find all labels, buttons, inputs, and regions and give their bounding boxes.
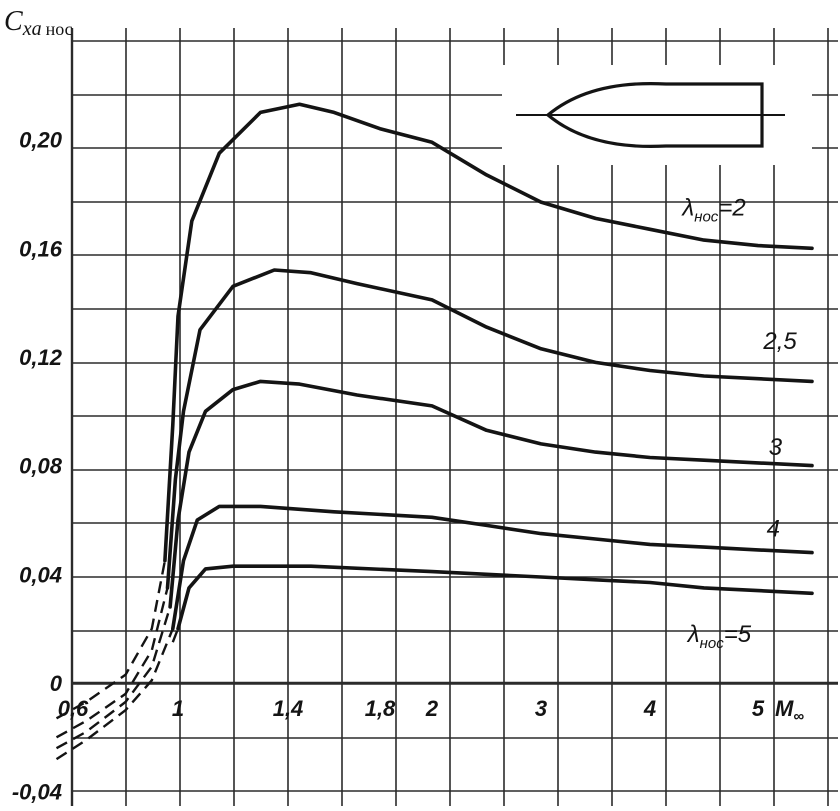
x-tick-label-1: 1 xyxy=(172,696,184,721)
y-tick-label-4: 0,12 xyxy=(19,345,63,370)
series-dashed-4 xyxy=(171,628,180,643)
series-line-4 xyxy=(176,564,814,631)
series-dashed-0 xyxy=(55,560,167,720)
series-dashed-3 xyxy=(55,628,174,761)
y-tick-label-3: 0,08 xyxy=(19,454,63,479)
x-tick-label-3: 1,8 xyxy=(365,696,396,721)
x-tick-label-4: 2 xyxy=(425,696,439,721)
series-group xyxy=(55,102,814,761)
x-tick-label-2: 1,4 xyxy=(273,696,304,721)
y-tick-label-6: 0,20 xyxy=(19,128,63,153)
series-line-3 xyxy=(171,504,814,631)
y-axis-title: Cxa нос xyxy=(4,6,73,40)
y-tick-label-5: 0,16 xyxy=(19,236,63,261)
series-line-2 xyxy=(168,379,814,609)
series-label-4: λнос=5 xyxy=(686,621,752,652)
tick-labels: -0,04 0 0,04 0,08 0,12 0,16 0,20 0,6 1 1,4 1,8 2 3 4 5 xyxy=(12,128,765,805)
x-tick-label-7: 5 xyxy=(752,696,765,721)
series-dashed-1 xyxy=(55,587,169,739)
y-tick-label-1: 0 xyxy=(50,671,63,696)
series-line-0 xyxy=(163,102,814,563)
series-label-3: 4 xyxy=(767,515,780,542)
series-line-1 xyxy=(165,268,814,590)
curve-labels: λнос=2 2,5 3 4 λнос=5 xyxy=(680,195,797,653)
series-label-0: λнос=2 xyxy=(680,195,745,226)
series-label-2: 3 xyxy=(769,434,783,461)
y-tick-label-2: 0,04 xyxy=(19,562,62,587)
x-tick-label-5: 3 xyxy=(535,696,547,721)
x-axis-title: M∞ xyxy=(775,696,804,725)
x-tick-label-6: 4 xyxy=(643,696,656,721)
series-dashed-2 xyxy=(55,606,172,750)
y-tick-label-0: -0,04 xyxy=(12,780,62,805)
x-tick-label-0: 0,6 xyxy=(58,696,89,721)
series-label-1: 2,5 xyxy=(762,328,797,355)
inset-nose-sketch xyxy=(502,65,812,165)
